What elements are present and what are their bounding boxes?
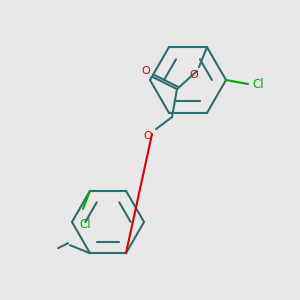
Text: Cl: Cl <box>252 77 264 91</box>
Text: O: O <box>142 66 150 76</box>
Text: Cl: Cl <box>79 218 91 231</box>
Text: O: O <box>190 70 198 80</box>
Text: O: O <box>144 131 152 141</box>
